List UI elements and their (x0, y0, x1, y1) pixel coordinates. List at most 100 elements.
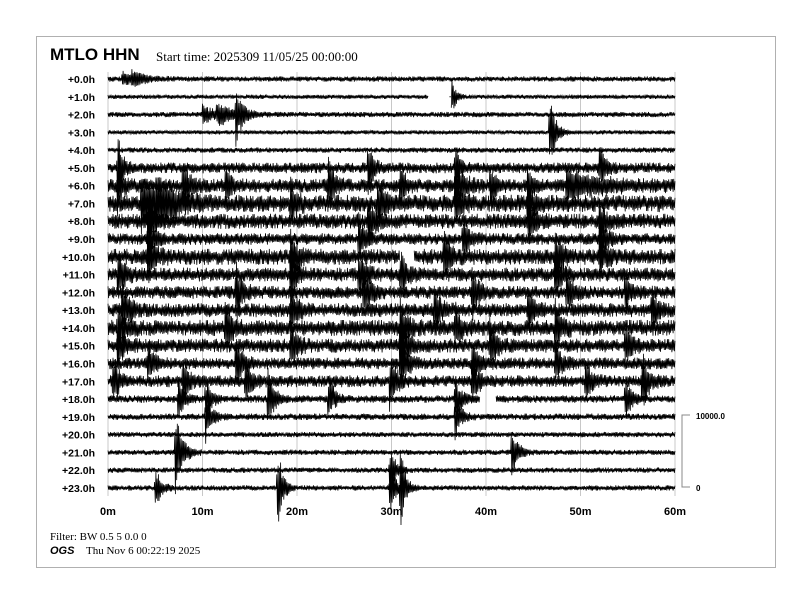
event-mark (389, 380, 391, 382)
trace-row (107, 190, 676, 247)
event-mark (598, 256, 601, 258)
event-mark (147, 220, 149, 222)
event-mark (182, 380, 184, 382)
x-tick-label: 0m (100, 506, 116, 518)
event-mark (442, 256, 445, 258)
agency-label: OGS (50, 545, 75, 557)
event-mark (289, 256, 291, 258)
row-label: +5.0h (68, 163, 95, 175)
x-tick-label: 30m (380, 506, 402, 518)
trace-row (107, 249, 676, 302)
event-mark (174, 451, 176, 453)
row-label: +19.0h (62, 412, 95, 424)
event-mark (289, 345, 291, 347)
event-mark (116, 167, 119, 169)
row-label: +23.0h (62, 483, 95, 495)
event-mark (489, 345, 491, 347)
row-label: +18.0h (62, 394, 95, 406)
row-label: +16.0h (62, 358, 95, 370)
row-label: +21.0h (62, 447, 95, 459)
row-label: +7.0h (68, 198, 95, 210)
event-mark (554, 362, 556, 365)
row-label: +20.0h (62, 430, 95, 442)
event-mark (116, 273, 119, 276)
event-mark (327, 185, 329, 187)
event-mark (526, 309, 529, 311)
event-mark (565, 185, 567, 187)
event-mark (526, 202, 529, 205)
trace-row (107, 399, 676, 444)
event-mark (554, 256, 556, 258)
event-mark (204, 398, 206, 400)
event-mark (201, 113, 204, 116)
event-mark (131, 78, 133, 80)
event-mark (399, 185, 401, 187)
x-tick-label: 20m (286, 506, 308, 518)
trace-row (107, 176, 676, 235)
event-mark (121, 78, 123, 80)
row-label: +2.0h (68, 110, 95, 122)
event-mark (357, 273, 360, 276)
trace-row (107, 423, 676, 495)
event-mark (598, 167, 601, 169)
event-mark (510, 451, 513, 453)
event-mark (454, 202, 456, 205)
event-mark (526, 185, 529, 187)
event-mark (650, 309, 652, 311)
trace-row (107, 78, 676, 109)
event-mark (471, 362, 473, 365)
event-mark (399, 345, 401, 347)
trace-row (107, 226, 676, 284)
event-mark (289, 309, 291, 311)
trace-row (107, 212, 676, 266)
event-mark (116, 327, 119, 329)
event-mark (454, 416, 456, 418)
event-mark (433, 309, 435, 311)
trace-row (107, 353, 676, 412)
event-mark (598, 220, 601, 222)
event-mark (204, 416, 206, 418)
trace-row (107, 69, 676, 87)
event-mark (526, 220, 529, 222)
row-label: +14.0h (62, 323, 95, 335)
row-label: +1.0h (68, 92, 95, 104)
trace-row (107, 309, 676, 370)
row-label: +12.0h (62, 287, 95, 299)
event-mark (177, 398, 179, 400)
trace-row (107, 105, 676, 155)
row-label: +17.0h (62, 376, 95, 388)
event-mark (471, 291, 473, 293)
row-label: +22.0h (62, 465, 95, 477)
plot-frame (36, 36, 776, 568)
event-mark (234, 113, 237, 116)
event-mark (234, 291, 237, 293)
filter-info: Filter: BW 0.5 5 0.0 0 (50, 531, 147, 543)
event-mark (565, 291, 567, 293)
x-tick-label: 60m (664, 506, 686, 518)
event-mark (140, 202, 142, 205)
event-mark (598, 238, 601, 240)
row-label: +10.0h (62, 252, 95, 264)
trace-row (107, 454, 676, 489)
start-time: Start time: 2025309 11/05/25 00:00:00 (156, 49, 358, 64)
event-mark (554, 327, 556, 329)
event-mark (389, 487, 391, 489)
event-mark (389, 469, 391, 471)
x-tick-label: 10m (191, 506, 213, 518)
x-tick-label: 40m (475, 506, 497, 518)
event-mark (584, 380, 586, 382)
row-label: +3.0h (68, 127, 95, 139)
event-mark (376, 202, 378, 205)
event-mark (554, 273, 556, 276)
event-mark (234, 362, 237, 365)
event-mark (624, 398, 626, 400)
event-mark (147, 362, 149, 365)
event-mark (147, 256, 149, 258)
event-mark (399, 362, 401, 365)
event-mark (454, 185, 456, 187)
station-title: MTLO HHN (50, 45, 140, 64)
trace-row (107, 261, 676, 321)
event-mark (244, 380, 246, 382)
trace-row (107, 93, 676, 147)
